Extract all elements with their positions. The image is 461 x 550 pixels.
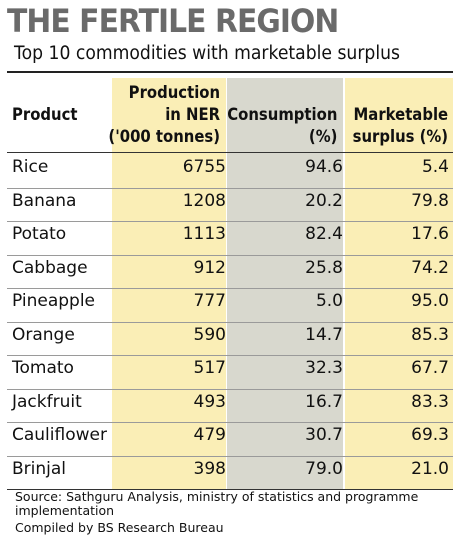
- header-product: Product: [12, 105, 78, 124]
- row-divider: [7, 422, 453, 423]
- row-divider: [7, 254, 453, 256]
- production-cell: 590: [193, 324, 226, 345]
- surplus-cell: 83.3: [411, 391, 449, 412]
- consumption-cell: 32.3: [305, 358, 343, 378]
- product-cell: Cauliflower: [12, 425, 107, 445]
- production-cell: 479: [193, 425, 226, 445]
- consumption-cell: 30.7: [305, 425, 343, 445]
- consumption-cell: 82.4: [305, 224, 343, 244]
- product-cell: Tomato: [12, 358, 74, 378]
- consumption-cell: 5.0: [315, 291, 343, 311]
- production-cell: 1113: [182, 224, 226, 244]
- product-cell: Banana: [12, 190, 77, 211]
- consumption-cell: 14.7: [305, 324, 343, 345]
- credit-note: Compiled by BS Research Bureau: [15, 520, 224, 535]
- production-cell: 398: [193, 458, 226, 479]
- header-consumption-line1: Consumption: [226, 105, 337, 124]
- table-row: Orange 590 14.7 85.3: [7, 322, 453, 356]
- row-divider: [7, 355, 453, 356]
- table-row: Banana 1208 20.2 79.8: [7, 188, 453, 222]
- table-row: Tomato 517 32.3 67.7: [7, 355, 453, 389]
- row-divider: [7, 388, 453, 390]
- consumption-column-shading: [227, 78, 343, 490]
- product-cell: Jackfruit: [12, 391, 82, 412]
- surplus-cell: 21.0: [411, 458, 449, 479]
- product-cell: Potato: [12, 224, 67, 244]
- product-cell: Cabbage: [12, 257, 88, 278]
- header-surplus-line1: Marketable: [353, 105, 448, 124]
- product-cell: Orange: [12, 324, 75, 345]
- product-cell: Brinjal: [12, 458, 67, 479]
- consumption-cell: 94.6: [305, 157, 343, 177]
- header-production-line3: ('000 tonnes): [108, 127, 220, 146]
- surplus-cell: 17.6: [411, 224, 449, 244]
- production-cell: 912: [193, 257, 226, 278]
- source-note: Source: Sathguru Analysis, ministry of s…: [15, 489, 419, 518]
- table-row: Pineapple 777 5.0 95.0: [7, 288, 453, 322]
- consumption-cell: 16.7: [305, 391, 343, 412]
- product-cell: Pineapple: [12, 291, 96, 311]
- table-row: Brinjal 398 79.0 21.0: [7, 456, 453, 490]
- product-cell: Rice: [12, 157, 49, 177]
- header-production: Production in NER ('000 tonnes): [108, 82, 220, 148]
- surplus-cell: 5.4: [421, 157, 449, 177]
- header-production-line1: Production: [128, 83, 220, 102]
- top-rule: [7, 71, 453, 73]
- production-cell: 517: [193, 358, 226, 378]
- row-divider: [7, 187, 453, 189]
- row-divider: [7, 455, 453, 457]
- surplus-column-shading: [345, 78, 453, 490]
- row-divider: [7, 288, 453, 289]
- chart-subtitle: Top 10 commodities with marketable surpl…: [14, 43, 400, 64]
- surplus-cell: 74.2: [411, 257, 449, 278]
- header-consumption-line2: (%): [308, 127, 337, 146]
- table-row: Cabbage 912 25.8 74.2: [7, 255, 453, 289]
- table-row: Jackfruit 493 16.7 83.3: [7, 389, 453, 423]
- row-divider: [7, 221, 453, 222]
- production-cell: 777: [193, 291, 226, 311]
- row-divider: [7, 321, 453, 323]
- production-cell: 1208: [182, 190, 226, 211]
- header-surplus: Marketable surplus (%): [353, 104, 448, 148]
- consumption-cell: 20.2: [305, 190, 343, 211]
- header-surplus-line2: surplus (%): [352, 127, 448, 146]
- surplus-cell: 67.7: [411, 358, 449, 378]
- table-row: Cauliflower 479 30.7 69.3: [7, 422, 453, 456]
- consumption-cell: 79.0: [305, 458, 343, 479]
- production-column-shading: [112, 78, 226, 490]
- surplus-cell: 85.3: [411, 324, 449, 345]
- header-consumption: Consumption (%): [227, 104, 337, 148]
- header-production-line2: in NER: [165, 105, 220, 124]
- table-row: Rice 6755 94.6 5.4: [7, 154, 453, 188]
- surplus-cell: 69.3: [411, 425, 449, 445]
- surplus-cell: 79.8: [411, 190, 449, 211]
- bottom-rule: [7, 489, 453, 490]
- header-separator: [7, 152, 453, 153]
- surplus-cell: 95.0: [411, 291, 449, 311]
- consumption-cell: 25.8: [305, 257, 343, 278]
- production-cell: 6755: [182, 157, 226, 177]
- chart-title: THE FERTILE REGION: [7, 2, 339, 40]
- production-cell: 493: [193, 391, 226, 412]
- table-row: Potato 1113 82.4 17.6: [7, 221, 453, 255]
